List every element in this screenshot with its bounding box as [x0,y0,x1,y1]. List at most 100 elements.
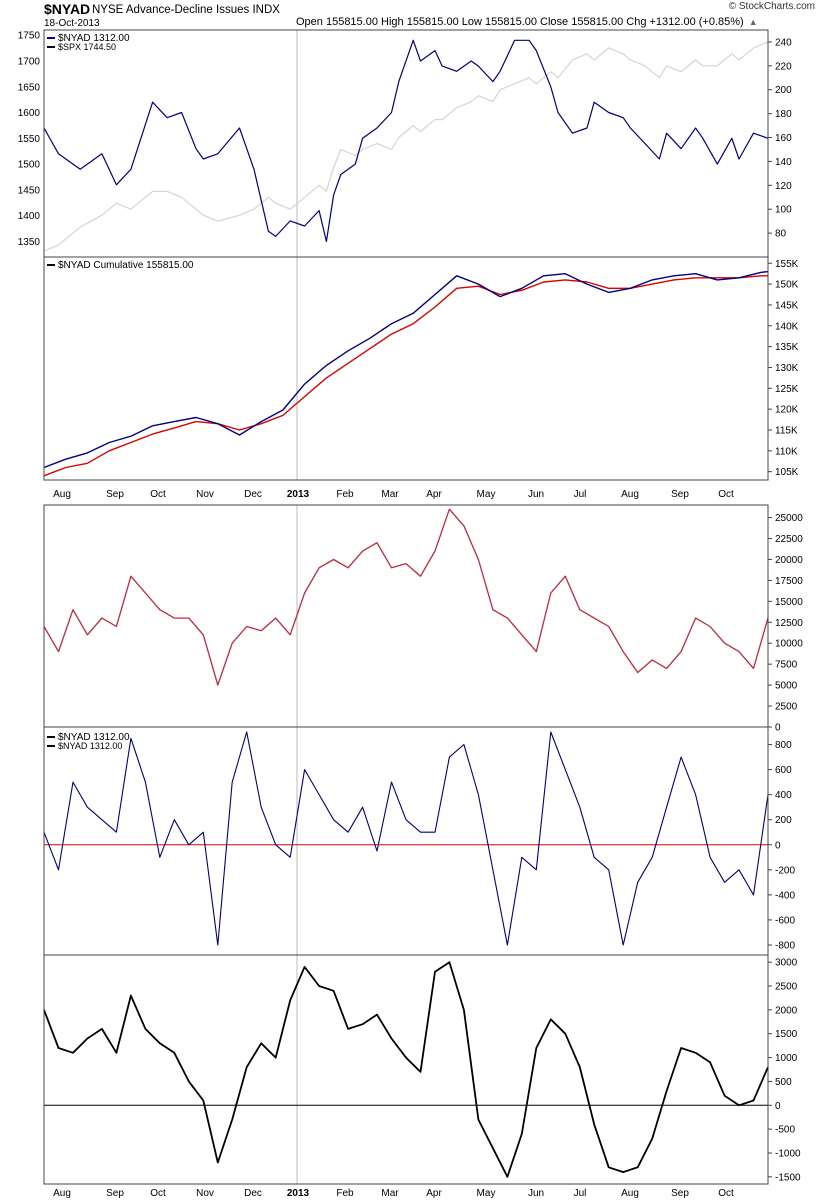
x-axis-month-label: Aug [53,489,71,500]
left-axis-tick-label: 1350 [18,237,41,248]
panel-4-frame [43,726,769,956]
spx-series-line [43,41,769,252]
indicator-axis-tick-label: 12500 [775,618,803,629]
x-axis-month-label: Sep [671,489,689,500]
x-axis-month-label: Oct [718,489,734,500]
legend-osc-2: $NYAD 1312.00 [58,741,122,751]
x-axis-month-label: Mar [381,489,399,500]
left-axis-tick-label: 1650 [18,82,41,93]
cumulative-axis-tick-label: 115K [775,425,798,436]
x-axis-month-label: Jun [528,489,544,500]
nyad-oscillator-line [43,731,769,946]
symbol-label: $NYAD [44,1,91,17]
legend-nyad: $NYAD 1312.00 [58,33,130,44]
oscillator-axis-tick-label: 1500 [775,1029,798,1040]
stockcharts-brand[interactable]: © StockCharts.com [728,1,815,12]
legend-spx: $SPX 1744.50 [58,42,116,52]
indicator-axis-tick-label: 25000 [775,513,803,524]
x-axis-month-label: Dec [244,489,262,500]
right-axis-tick-label: 220 [775,61,792,72]
x-axis-month-label: Dec [244,1188,262,1199]
right-axis-tick-label: 140 [775,157,792,168]
indicator-line [43,508,769,686]
x-axis-month-label: Sep [106,489,124,500]
left-axis-tick-label: 1550 [18,134,41,145]
indicator-axis-tick-label: 10000 [775,639,803,650]
oscillator-axis-tick-label: 500 [775,1077,792,1088]
left-axis-tick-label: 1400 [18,211,41,222]
oscillator-axis-tick-label: 2000 [775,1005,798,1016]
left-axis-tick-label: 1600 [18,108,41,119]
nyad-osc-axis-tick-label: -200 [775,865,795,876]
right-axis-tick-label: 160 [775,133,792,144]
indicator-axis-tick-label: 15000 [775,597,803,608]
x-axis-month-label: May [477,489,496,500]
left-axis-tick-label: 1700 [18,56,41,67]
nyad-series-line [43,39,769,243]
ohlc-readout: Open 155815.00 High 155815.00 Low 155815… [296,16,758,28]
oscillator-axis-tick-label: 2500 [775,982,798,993]
cumulative-axis-tick-label: 130K [775,363,799,374]
left-axis-tick-label: 1500 [18,160,41,171]
cumulative-axis-tick-label: 145K [775,300,799,311]
ohlc-text: Open 155815.00 High 155815.00 Low 155815… [296,16,744,28]
x-axis-month-label: Jun [528,1188,544,1199]
indicator-axis-tick-label: 5000 [775,681,798,692]
left-axis-tick-label: 1450 [18,185,41,196]
right-axis-tick-label: 180 [775,109,792,120]
collapse-icon[interactable]: ▲ [748,17,758,27]
oscillator-line [43,961,769,1178]
cumulative-ma-line [43,275,768,477]
cumulative-line [43,270,769,469]
x-axis-month-label: Aug [621,489,639,500]
right-axis-tick-label: 200 [775,85,792,96]
nyad-osc-axis-tick-label: 200 [775,815,792,826]
x-axis-month-label: Sep [106,1188,124,1199]
indicator-axis-tick-label: 7500 [775,660,798,671]
x-axis-month-label: Apr [426,489,442,500]
oscillator-axis-tick-label: -500 [775,1125,795,1136]
indicator-axis-tick-label: 22500 [775,534,803,545]
x-axis-month-label: 2013 [287,489,310,500]
right-axis-tick-label: 120 [775,181,792,192]
cumulative-axis-tick-label: 110K [775,446,798,457]
cumulative-axis-tick-label: 140K [775,321,799,332]
right-axis-tick-label: 80 [775,229,787,240]
x-axis-month-label: Jul [574,489,587,500]
nyad-osc-axis-tick-label: 600 [775,765,792,776]
x-axis-month-label: Sep [671,1188,689,1199]
x-axis-month-label: Feb [336,1188,354,1199]
x-axis-month-label: Mar [381,1188,399,1199]
cumulative-axis-tick-label: 105K [775,467,799,478]
x-axis-month-label: Nov [196,1188,214,1199]
cumulative-axis-tick-label: 150K [775,280,799,291]
indicator-axis-tick-label: 0 [775,723,781,734]
panel-3-frame [43,504,769,728]
x-axis-month-label: Oct [718,1188,734,1199]
legend-osc-1: $NYAD 1312.00 [58,732,130,743]
oscillator-axis-tick-label: 3000 [775,958,798,969]
nyad-osc-axis-tick-label: -400 [775,890,795,901]
x-axis-month-label: Apr [426,1188,442,1199]
nyad-osc-axis-tick-label: 400 [775,790,792,801]
x-axis-month-label: Oct [150,489,166,500]
indicator-axis-tick-label: 20000 [775,555,803,566]
indicator-axis-tick-label: 17500 [775,576,803,587]
cumulative-axis-tick-label: 120K [775,405,799,416]
x-axis-month-label: Aug [621,1188,639,1199]
x-axis-month-label: Nov [196,489,214,500]
oscillator-axis-tick-label: 0 [775,1101,781,1112]
panel-2-frame [43,256,769,481]
legend-cumulative: $NYAD Cumulative 155815.00 [58,260,194,271]
nyad-osc-axis-tick-label: 0 [775,840,781,851]
panel-1-frame [43,29,769,258]
oscillator-axis-tick-label: 1000 [775,1053,798,1064]
x-axis-month-label: Feb [336,489,354,500]
right-axis-tick-label: 100 [775,205,792,216]
left-axis-tick-label: 1750 [18,31,41,42]
cumulative-axis-tick-label: 135K [775,342,799,353]
oscillator-axis-tick-label: -1500 [775,1172,801,1183]
cumulative-axis-tick-label: 125K [775,384,799,395]
